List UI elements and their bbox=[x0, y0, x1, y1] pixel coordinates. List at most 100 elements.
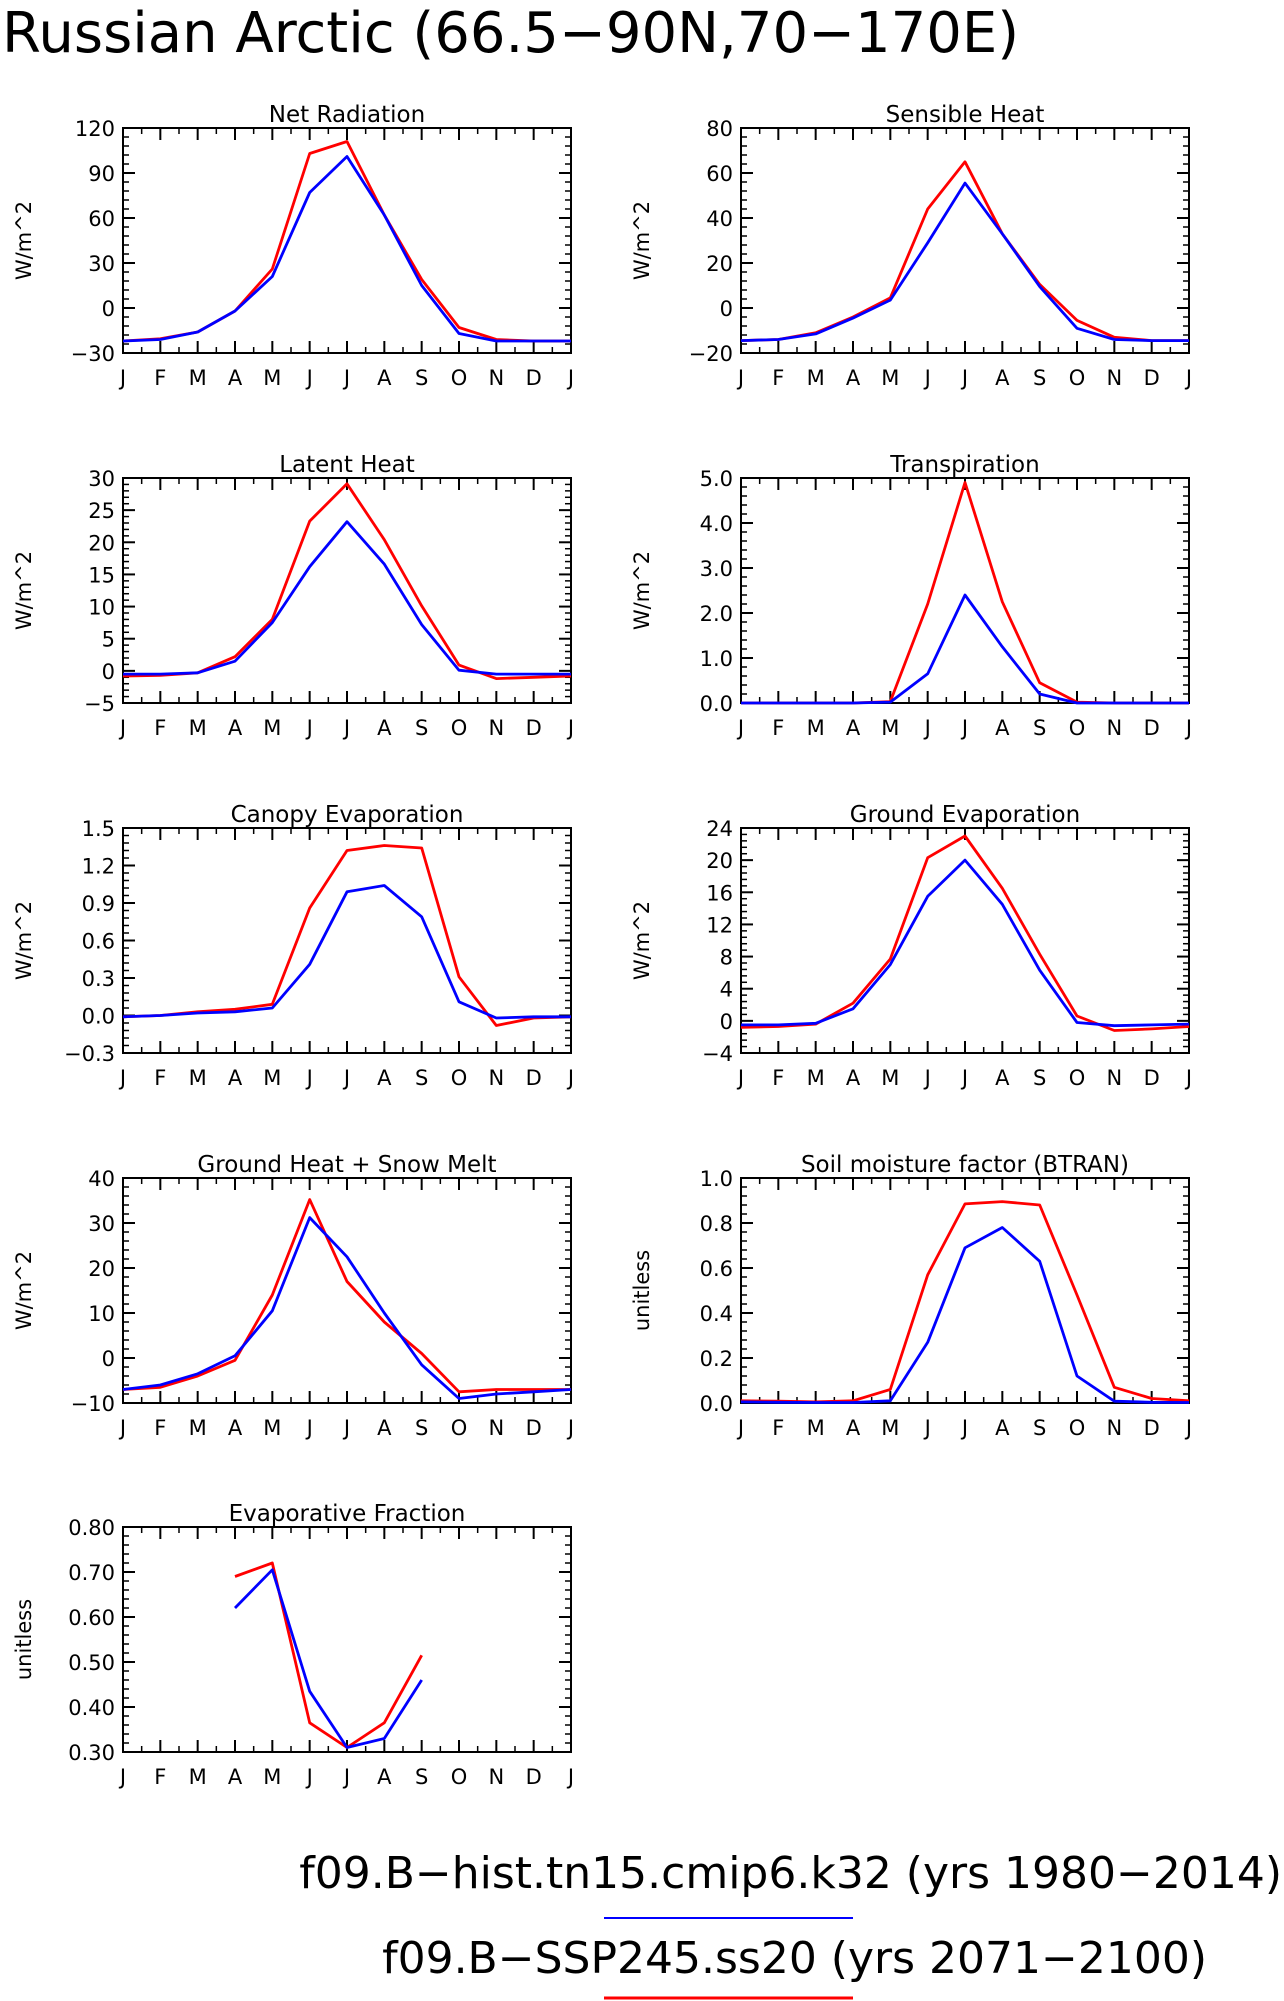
x-tick-label: F bbox=[154, 716, 166, 740]
x-tick-label: J bbox=[1184, 366, 1192, 390]
series-line-ssp245 bbox=[740, 160, 1189, 342]
y-tick-label: 0.6 bbox=[82, 930, 115, 954]
x-tick-label: F bbox=[772, 1066, 784, 1090]
x-tick-label: A bbox=[228, 1416, 243, 1440]
y-tick-label: 0 bbox=[102, 297, 115, 321]
chart-title: Sensible Heat bbox=[886, 102, 1045, 128]
y-tick-label: 20 bbox=[706, 849, 733, 873]
x-tick-label: M bbox=[263, 1416, 281, 1440]
x-tick-label: A bbox=[377, 716, 392, 740]
y-tick-label: 0.40 bbox=[68, 1696, 115, 1720]
x-tick-label: J bbox=[1184, 1066, 1192, 1090]
series-line-hist bbox=[233, 1568, 423, 1749]
x-tick-label: D bbox=[526, 1066, 542, 1090]
y-tick-label: 20 bbox=[88, 1257, 115, 1281]
y-tick-label: −4 bbox=[702, 1042, 733, 1066]
x-tick-label: J bbox=[1184, 716, 1192, 740]
y-tick-label: 0 bbox=[720, 1010, 733, 1034]
x-tick-label: D bbox=[1144, 1416, 1160, 1440]
plot-frame bbox=[122, 127, 572, 354]
x-tick-label: S bbox=[1033, 716, 1046, 740]
x-tick-label: S bbox=[415, 366, 428, 390]
x-tick-label: S bbox=[1033, 366, 1046, 390]
x-tick-label: N bbox=[1106, 366, 1122, 390]
series-line-hist bbox=[122, 884, 571, 1020]
x-tick-label: J bbox=[566, 1765, 574, 1789]
x-tick-label: J bbox=[566, 1066, 574, 1090]
y-axis-label: W/m^2 bbox=[630, 901, 654, 980]
x-tick-label: D bbox=[1144, 1066, 1160, 1090]
x-tick-label: M bbox=[881, 1416, 899, 1440]
chart-title: Ground Heat + Snow Melt bbox=[197, 1152, 496, 1178]
x-tick-label: J bbox=[305, 366, 313, 390]
chart-title: Ground Evaporation bbox=[850, 802, 1080, 828]
y-tick-label: 0.70 bbox=[68, 1561, 115, 1585]
y-tick-label: 5 bbox=[102, 628, 115, 652]
x-tick-label: F bbox=[154, 366, 166, 390]
x-tick-label: J bbox=[923, 366, 931, 390]
y-tick-label: 0 bbox=[102, 1347, 115, 1371]
x-tick-label: A bbox=[995, 1416, 1010, 1440]
y-tick-label: 25 bbox=[88, 499, 115, 523]
x-tick-label: M bbox=[189, 716, 207, 740]
x-tick-label: N bbox=[488, 1066, 504, 1090]
y-tick-label: 1.2 bbox=[82, 855, 115, 879]
x-tick-label: M bbox=[881, 716, 899, 740]
x-tick-label: M bbox=[263, 366, 281, 390]
x-tick-label: A bbox=[377, 1765, 392, 1789]
y-axis-label: unitless bbox=[12, 1599, 36, 1680]
x-tick-label: O bbox=[1069, 1416, 1086, 1440]
x-tick-label: F bbox=[154, 1066, 166, 1090]
y-tick-label: 0.50 bbox=[68, 1651, 115, 1675]
x-tick-label: M bbox=[189, 1765, 207, 1789]
y-tick-label: 0.3 bbox=[82, 967, 115, 991]
x-tick-label: F bbox=[772, 716, 784, 740]
x-tick-label: F bbox=[772, 366, 784, 390]
x-tick-label: J bbox=[342, 1765, 350, 1789]
x-tick-label: J bbox=[1184, 1416, 1192, 1440]
y-tick-label: 15 bbox=[88, 563, 115, 587]
x-tick-label: J bbox=[305, 1416, 313, 1440]
x-tick-label: A bbox=[228, 1765, 243, 1789]
x-tick-label: A bbox=[995, 1066, 1010, 1090]
x-tick-label: A bbox=[377, 1416, 392, 1440]
x-tick-label: J bbox=[736, 366, 744, 390]
y-tick-label: 1.0 bbox=[700, 647, 733, 671]
x-tick-label: J bbox=[342, 366, 350, 390]
y-tick-label: 40 bbox=[88, 1167, 115, 1191]
chart-title: Soil moisture factor (BTRAN) bbox=[801, 1152, 1129, 1178]
plot-frame bbox=[740, 477, 1190, 704]
y-tick-label: 0 bbox=[720, 297, 733, 321]
plot-frame bbox=[122, 477, 572, 704]
x-tick-label: A bbox=[846, 1416, 861, 1440]
x-tick-label: N bbox=[488, 1416, 504, 1440]
x-tick-label: M bbox=[807, 1066, 825, 1090]
y-axis-label: W/m^2 bbox=[630, 201, 654, 280]
x-tick-label: M bbox=[881, 1066, 899, 1090]
x-tick-label: J bbox=[342, 1066, 350, 1090]
y-axis-label: W/m^2 bbox=[12, 1251, 36, 1330]
x-tick-label: J bbox=[305, 1765, 313, 1789]
series-line-ssp245 bbox=[741, 481, 1189, 705]
y-tick-label: 20 bbox=[706, 252, 733, 276]
x-tick-label: A bbox=[228, 366, 243, 390]
x-tick-label: J bbox=[118, 366, 126, 390]
y-tick-label: 16 bbox=[706, 881, 733, 905]
y-tick-label: 30 bbox=[88, 1212, 115, 1236]
y-tick-label: 10 bbox=[88, 1302, 115, 1326]
x-tick-label: N bbox=[488, 716, 504, 740]
chart-title: Transpiration bbox=[889, 452, 1039, 478]
x-tick-label: A bbox=[377, 1066, 392, 1090]
x-tick-label: S bbox=[1033, 1416, 1046, 1440]
y-tick-label: 12 bbox=[706, 913, 733, 937]
y-tick-label: −20 bbox=[689, 342, 733, 366]
y-tick-label: 0.30 bbox=[68, 1741, 115, 1765]
x-tick-label: J bbox=[923, 1066, 931, 1090]
x-tick-label: D bbox=[526, 1765, 542, 1789]
x-tick-label: A bbox=[228, 1066, 243, 1090]
